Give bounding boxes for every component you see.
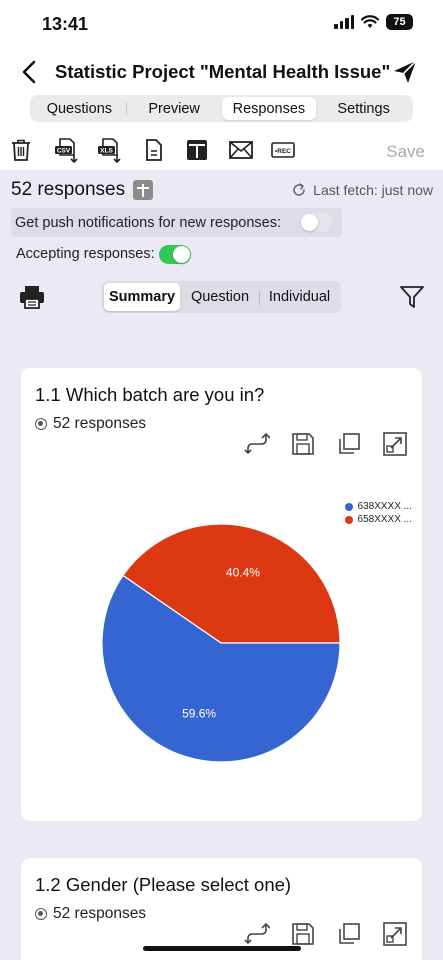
question-card: 1.2 Gender (Please select one) 52 respon… [21, 858, 422, 960]
status-time: 13:41 [42, 14, 89, 34]
legend-label: 658XXXX ... [357, 514, 412, 525]
swap-icon[interactable] [244, 431, 270, 457]
table-add-icon[interactable] [184, 137, 210, 163]
tab-label: Preview [148, 100, 200, 117]
view-mode-tabs: Summary Question Individual [102, 281, 341, 313]
question-title: 1.1 Which batch are you in? [35, 384, 265, 405]
signal-icon [334, 15, 354, 29]
tab-label: Questions [46, 100, 113, 117]
tab-questions[interactable]: Questions [32, 97, 127, 120]
trash-icon[interactable] [8, 137, 34, 163]
top-tabs: Questions Preview Responses Settings [30, 95, 413, 122]
filter-icon[interactable] [399, 284, 425, 310]
print-icon[interactable] [18, 283, 46, 311]
push-notification-label: Get push notifications for new responses… [15, 214, 281, 231]
page-title: Statistic Project "Mental Health Issue" [55, 61, 391, 82]
pie-chart: 40.4% 59.6% [101, 523, 341, 763]
copy-icon[interactable] [336, 921, 362, 947]
save-button[interactable]: Save [386, 142, 425, 161]
tab-label: Responses [232, 100, 306, 117]
card-actions [244, 921, 408, 947]
last-fetch-label: Last fetch: just now [313, 182, 433, 198]
export-xls-icon[interactable]: XLS [97, 137, 123, 163]
save-chart-icon[interactable] [290, 431, 316, 457]
tab-individual[interactable]: Individual [260, 283, 339, 311]
xls-label: XLS [100, 148, 113, 155]
card-actions [244, 431, 408, 457]
copy-icon[interactable] [336, 431, 362, 457]
question-response-count: 52 responses [35, 415, 146, 433]
tab-summary[interactable]: Summary [104, 283, 180, 311]
send-icon[interactable] [391, 58, 419, 86]
pie-slice[interactable] [101, 574, 341, 763]
header: Statistic Project "Mental Health Issue" [0, 50, 443, 95]
tab-responses[interactable]: Responses [221, 97, 317, 120]
back-chevron-icon[interactable] [18, 58, 42, 86]
response-count: 52 responses [11, 179, 154, 201]
tab-question[interactable]: Question [180, 283, 260, 311]
legend-item: 658XXXX ... [344, 513, 412, 526]
save-chart-icon[interactable] [290, 921, 316, 947]
refresh-icon[interactable] [291, 182, 307, 198]
tab-label: Summary [108, 289, 176, 305]
rec-label: •REC [275, 148, 291, 155]
responses-panel: 52 responses Last fetch: just now Get pu… [0, 170, 443, 960]
question-response-count: 52 responses [35, 905, 146, 923]
tab-label: Question [190, 289, 250, 305]
expand-icon[interactable] [382, 921, 408, 947]
question-card: 1.1 Which batch are you in? 52 responses [21, 368, 422, 821]
pie-value-label: 40.4% [226, 566, 260, 580]
document-icon[interactable] [141, 137, 167, 163]
csv-label: CSV [57, 148, 71, 155]
tab-label: Individual [268, 289, 331, 305]
response-count-text: 52 responses [53, 415, 147, 432]
wifi-icon [361, 15, 379, 28]
home-indicator [143, 946, 301, 951]
legend-dot [344, 515, 353, 524]
swap-icon[interactable] [244, 921, 270, 947]
chart-legend: 638XXXX ... 658XXXX ... [344, 500, 412, 526]
tab-preview[interactable]: Preview [127, 97, 222, 120]
pie-value-label: 59.6% [182, 706, 216, 720]
tab-settings[interactable]: Settings [316, 97, 411, 120]
toolbar: CSV XLS •REC Save [0, 132, 443, 170]
push-notification-toggle[interactable] [300, 213, 332, 232]
legend-label: 638XXXX ... [357, 501, 412, 512]
radio-icon [35, 418, 47, 430]
accepting-responses-label: Accepting responses: [16, 246, 155, 262]
mail-icon[interactable] [228, 137, 254, 163]
battery-icon: 75 [386, 14, 413, 30]
radio-icon [35, 908, 47, 920]
response-count-label: 52 responses [11, 179, 126, 200]
last-fetch[interactable]: Last fetch: just now [291, 182, 433, 198]
add-table-icon[interactable] [133, 180, 154, 200]
accepting-responses-row: Accepting responses: [16, 243, 191, 265]
tab-label: Settings [337, 100, 390, 117]
status-icons: 75 [334, 14, 413, 30]
response-count-text: 52 responses [53, 905, 147, 922]
pie-slice[interactable] [122, 523, 341, 644]
expand-icon[interactable] [382, 431, 408, 457]
export-csv-icon[interactable]: CSV [54, 137, 80, 163]
accepting-responses-toggle[interactable] [158, 244, 191, 264]
legend-item: 638XXXX ... [344, 500, 412, 513]
record-icon[interactable]: •REC [270, 137, 296, 163]
question-title: 1.2 Gender (Please select one) [35, 874, 292, 895]
push-notification-row: Get push notifications for new responses… [11, 208, 342, 237]
status-bar: 13:41 75 [0, 0, 443, 50]
legend-dot [344, 502, 353, 511]
